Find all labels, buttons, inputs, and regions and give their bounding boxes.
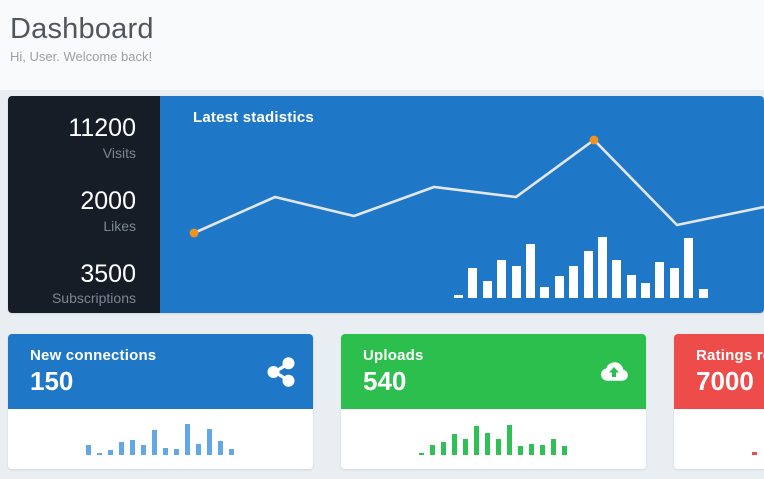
bar — [551, 439, 556, 455]
statistics-bar-chart — [454, 237, 708, 298]
statistics-line-chart — [189, 135, 764, 238]
card-value: 150 — [30, 366, 74, 396]
stat-label: Visits — [102, 144, 136, 161]
bar — [141, 445, 146, 455]
bar — [441, 442, 446, 455]
bar — [474, 426, 479, 455]
summary-cards-row: New connections 150 Uploads 540 — [8, 334, 764, 469]
bar — [229, 449, 234, 455]
bar — [196, 444, 201, 455]
bar — [641, 283, 651, 298]
bar — [419, 453, 424, 455]
card-title: Uploads — [363, 347, 424, 364]
statistics-chart-area: Latest stadistics — [160, 96, 764, 313]
card-header: New connections 150 — [8, 334, 313, 409]
stat-label: Likes — [103, 217, 136, 234]
bar — [152, 430, 157, 455]
bar — [174, 449, 179, 455]
line-series — [193, 138, 764, 235]
bar — [540, 445, 545, 455]
share-icon — [267, 357, 295, 387]
bar — [485, 433, 490, 455]
stat-visits: 11200 Visits — [8, 114, 136, 161]
bar — [185, 424, 190, 455]
bar — [525, 244, 535, 298]
stat-subscriptions: 3500 Subscriptions — [8, 260, 136, 307]
stat-likes: 2000 Likes — [8, 187, 136, 234]
bar — [496, 439, 501, 455]
bar — [452, 434, 457, 455]
card-uploads: Uploads 540 — [341, 334, 646, 469]
bar — [655, 262, 665, 298]
bar — [463, 439, 468, 455]
bar — [562, 446, 567, 455]
bar — [119, 442, 124, 455]
bar — [468, 268, 478, 298]
card-header: Uploads 540 — [341, 334, 646, 409]
line-marker — [589, 135, 599, 145]
bar — [540, 287, 550, 298]
bar — [130, 440, 135, 455]
card-title: Ratings received — [696, 347, 764, 364]
bar — [482, 281, 492, 298]
card-new-connections: New connections 150 — [8, 334, 313, 469]
bar — [497, 260, 507, 298]
chart-title: Latest stadistics — [193, 109, 314, 126]
bar — [518, 446, 523, 455]
card-body — [8, 409, 313, 469]
card-value: 540 — [363, 366, 407, 396]
bar — [529, 444, 534, 455]
bar — [454, 295, 463, 298]
uploads-mini-bar-chart — [419, 425, 567, 455]
page-title: Dashboard — [10, 13, 154, 45]
stats-sidebar: 11200 Visits 2000 Likes 3500 Subscriptio… — [8, 96, 160, 313]
bar — [669, 268, 679, 298]
card-body — [674, 409, 764, 469]
stat-value: 3500 — [80, 259, 136, 288]
bar — [163, 448, 168, 455]
bar — [597, 237, 607, 298]
statistics-panel: 11200 Visits 2000 Likes 3500 Subscriptio… — [8, 96, 764, 313]
page-subtitle: Hi, User. Welcome back! — [10, 49, 153, 64]
connections-mini-bar-chart — [86, 424, 234, 455]
card-value: 7000 — [696, 366, 754, 396]
card-header: Ratings received 7000 — [674, 334, 764, 409]
card-body — [341, 409, 646, 469]
bar — [108, 450, 113, 455]
bar — [583, 251, 593, 298]
bar — [554, 276, 564, 298]
line-marker — [189, 228, 199, 238]
stat-label: Subscriptions — [51, 290, 136, 307]
stat-value: 2000 — [80, 186, 136, 215]
ratings-mini-bar-chart — [752, 452, 757, 455]
bar — [752, 452, 757, 455]
bar — [218, 441, 223, 455]
stat-value: 11200 — [68, 114, 136, 142]
bar — [97, 453, 102, 455]
bar — [698, 289, 708, 298]
bar — [612, 260, 622, 298]
bar — [511, 266, 521, 298]
bar — [684, 238, 694, 298]
bar — [569, 266, 579, 298]
page-header: Dashboard Hi, User. Welcome back! — [0, 0, 764, 90]
card-ratings-received: Ratings received 7000 — [674, 334, 764, 469]
cloud-upload-icon — [600, 362, 628, 381]
bar — [86, 445, 91, 455]
bar — [507, 425, 512, 455]
bar — [430, 445, 435, 455]
card-title: New connections — [30, 347, 157, 364]
bar — [207, 429, 212, 455]
bar — [626, 275, 636, 298]
